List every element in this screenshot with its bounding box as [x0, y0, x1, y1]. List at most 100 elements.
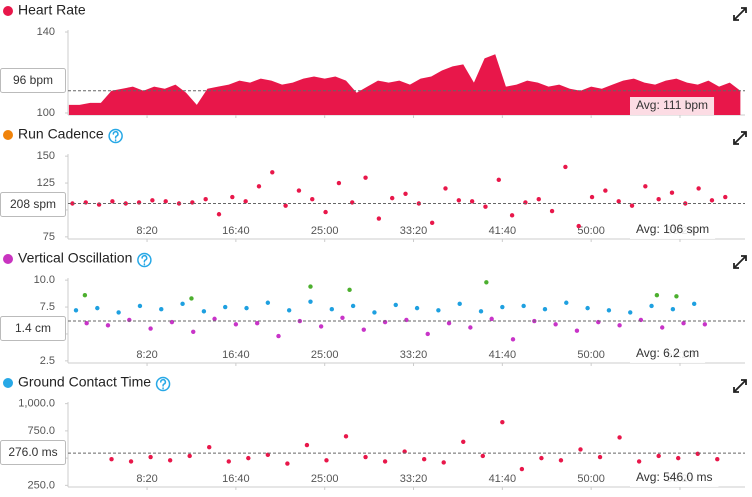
point [500, 304, 505, 310]
point [558, 458, 564, 463]
point [343, 434, 349, 439]
point [563, 164, 568, 170]
chart-panel: Run Cadence751001251508:2016:4025:0033:2… [0, 126, 747, 243]
point [628, 310, 633, 315]
point [148, 454, 153, 460]
cursor-label: 96 bpm [13, 73, 53, 87]
point [484, 280, 489, 285]
x-tick-label: 41:40 [489, 349, 517, 361]
help-circle [155, 376, 171, 392]
average-label: Avg: 546.0 ms [636, 470, 713, 484]
x-tick-label: 33:20 [400, 473, 428, 485]
point [393, 302, 398, 308]
point [216, 212, 222, 217]
point [654, 293, 660, 298]
x-tick-label: 8:20 [136, 349, 157, 361]
point [310, 196, 315, 202]
cursor-label-box [0, 192, 66, 217]
point [585, 305, 590, 311]
point [230, 194, 235, 200]
point [617, 323, 622, 328]
point [676, 455, 681, 461]
cursor-label: 1.4 cm [15, 321, 51, 335]
point [363, 175, 368, 180]
expand-icon[interactable] [733, 131, 747, 145]
help-icon[interactable] [155, 376, 171, 392]
point [483, 204, 488, 209]
point [674, 294, 679, 299]
point [656, 453, 661, 459]
chart-panel: Vertical Oscillation2.55.07.510.08:2016:… [0, 250, 747, 367]
x-tick-label: 50:00 [577, 473, 605, 485]
point [603, 188, 608, 193]
point [478, 309, 484, 314]
point [549, 208, 555, 214]
point [363, 454, 368, 460]
point [286, 308, 292, 313]
point [84, 320, 89, 326]
point [265, 452, 271, 458]
x-tick-label: 41:40 [489, 473, 517, 485]
point [276, 333, 281, 339]
point [723, 194, 728, 200]
point [469, 199, 475, 204]
expand-glyph [733, 379, 747, 393]
point [519, 466, 525, 472]
point [553, 322, 558, 327]
point [226, 459, 231, 464]
point [461, 439, 466, 444]
point [265, 300, 271, 305]
point [246, 455, 251, 461]
point [244, 305, 249, 311]
point [223, 304, 228, 310]
point [203, 196, 208, 202]
x-tick-label: 25:00 [311, 473, 339, 485]
help-icon[interactable] [108, 128, 123, 144]
point [116, 310, 121, 315]
chart-title: Vertical Oscillation [18, 250, 132, 266]
point [105, 323, 111, 328]
expand-icon[interactable] [733, 379, 747, 393]
point [564, 300, 569, 305]
point [270, 170, 275, 175]
point [73, 308, 79, 313]
point [660, 325, 665, 330]
point [296, 188, 302, 193]
help-circle [137, 252, 152, 268]
point [243, 199, 248, 204]
help-icon[interactable] [137, 252, 152, 268]
point [421, 457, 427, 462]
point [457, 301, 462, 307]
cursor-label-box [0, 440, 66, 465]
chart-panel: Ground Contact Time250.0500.0750.01,000.… [0, 374, 747, 491]
y-tick-label: 125 [37, 177, 55, 189]
point [414, 305, 420, 311]
point [95, 305, 100, 311]
expand-icon[interactable] [733, 255, 747, 269]
expand-icon[interactable] [733, 7, 747, 21]
point [254, 320, 260, 326]
point [589, 194, 595, 200]
x-tick-label: 16:40 [222, 473, 250, 485]
point [350, 303, 356, 309]
y-tick-label: 140 [37, 26, 55, 38]
point [347, 287, 352, 293]
point [308, 284, 313, 289]
point [308, 299, 313, 304]
point [691, 301, 697, 307]
average-label: Avg: 6.2 cm [636, 346, 699, 360]
point [128, 459, 134, 464]
point [443, 186, 448, 191]
point [496, 177, 501, 183]
point [468, 325, 473, 330]
point [629, 203, 635, 208]
average-label: Avg: 111 bpm [636, 98, 708, 112]
point [606, 308, 612, 313]
cursor-label-box [0, 68, 66, 93]
point [656, 196, 661, 202]
point [441, 460, 446, 465]
x-tick-label: 25:00 [311, 225, 339, 237]
y-tick-label: 150 [37, 150, 55, 162]
point [425, 331, 430, 337]
